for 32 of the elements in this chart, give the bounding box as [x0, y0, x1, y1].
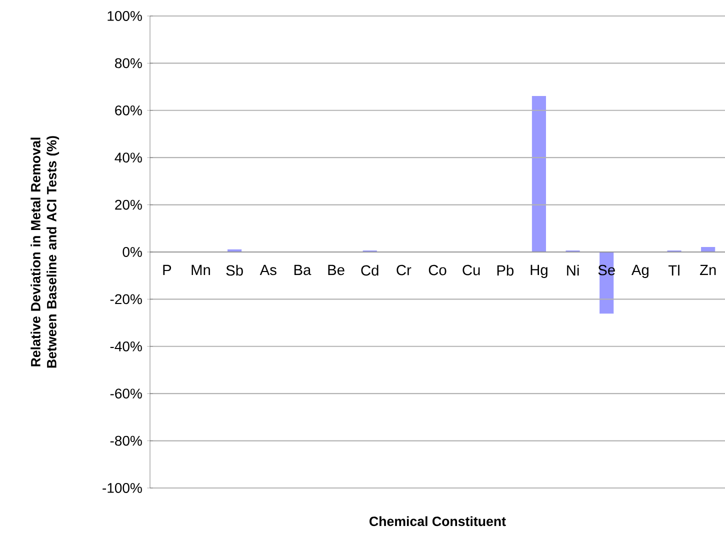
y-tick-label: -60% [110, 388, 142, 399]
y-tick-label: -80% [110, 436, 142, 446]
bar [600, 252, 614, 314]
x-tick-label: Be [328, 264, 344, 276]
x-tick-label: Cd [361, 264, 378, 276]
y-tick-label: 20% [115, 200, 142, 210]
x-tick-label: Pb [497, 264, 514, 276]
y-tick-label: 0% [122, 247, 142, 257]
x-tick-label: Zn [700, 264, 716, 275]
y-tick-label: 100% [108, 11, 142, 21]
y-tick-label: 40% [114, 152, 142, 163]
x-tick-label: Ni [567, 264, 579, 276]
x-tick-label: Co [428, 264, 446, 276]
y-tick-label: -40% [110, 341, 142, 352]
y-tick-label: -100% [102, 483, 142, 493]
y-tick-label: 80% [115, 58, 142, 68]
y-tick-label: -20% [110, 294, 142, 304]
bar [532, 96, 546, 252]
x-tick-label: Cr [396, 264, 412, 276]
x-tick-label: Sb [226, 264, 243, 276]
y-tick-label: 60% [115, 105, 142, 116]
x-tick-label: Se [598, 264, 615, 276]
x-tick-label: Mn [192, 264, 210, 275]
x-tick-label: As [260, 264, 276, 276]
y-axis-title: Relative Deviation in Metal Removal Between Baseline and ACI Tests (%) [30, 136, 60, 368]
x-tick-label: Ba [294, 264, 312, 276]
x-tick-label: Tl [668, 264, 680, 276]
x-axis-title: Chemical Constituent [370, 516, 506, 526]
x-tick-label: Cu [462, 264, 480, 276]
x-tick-label: Ag [631, 264, 648, 278]
x-tick-label: P [163, 264, 172, 275]
x-tick-label: Hg [530, 264, 548, 278]
